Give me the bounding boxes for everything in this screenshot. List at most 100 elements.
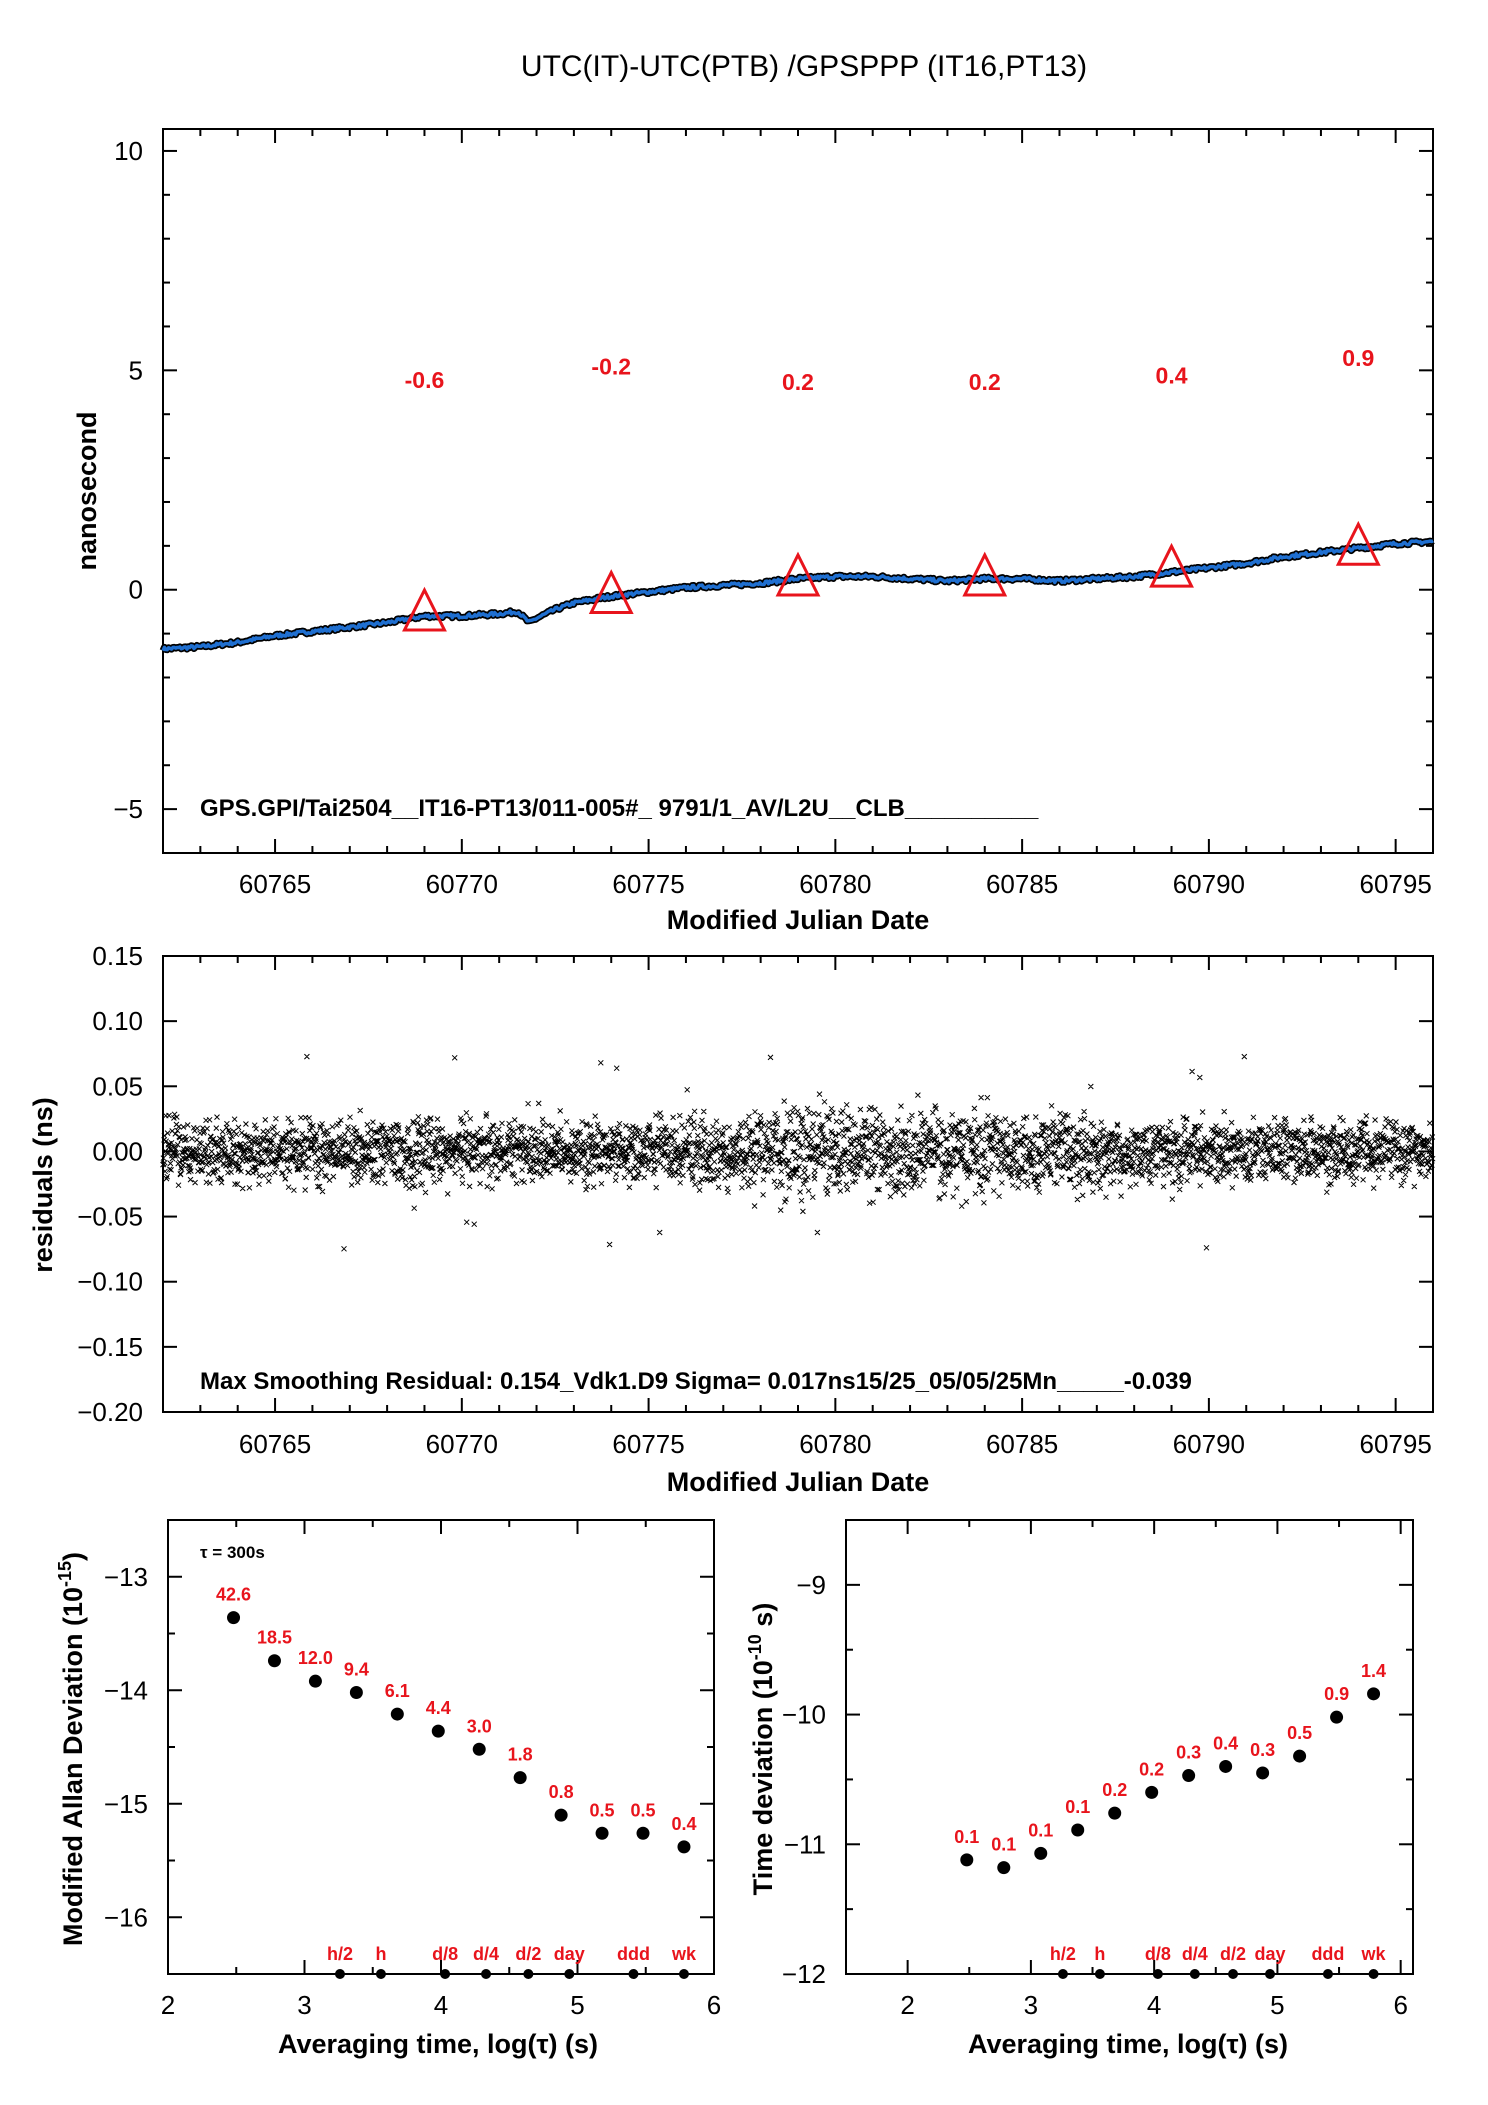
point-value-label: 6.1 — [385, 1681, 410, 1701]
point-labels: 42.6 18.5 12.0 9.4 6.1 4.4 3.0 1.8 0.8 0.5 0.5 0.4 — [216, 1585, 696, 1834]
span-marker-label: d/2 — [515, 1944, 541, 1964]
data-point — [1108, 1806, 1122, 1820]
span-marker-label: h — [375, 1944, 386, 1964]
point-value-label: 0.2 — [1139, 1759, 1164, 1779]
x-tick-label: 2 — [161, 1990, 175, 2020]
x-tick-label: 4 — [1147, 1990, 1161, 2020]
series-curve — [159, 537, 1436, 654]
span-marker-dot — [1228, 1969, 1239, 1979]
span-marker-label: h/2 — [327, 1944, 353, 1964]
data-point — [677, 1840, 691, 1854]
point-value-label: 9.4 — [344, 1660, 369, 1680]
marker-value-label: 0.2 — [969, 369, 1001, 395]
x-tick-label: 60790 — [1173, 869, 1245, 899]
x-tick-label: 60790 — [1173, 1429, 1245, 1459]
x-axis-label: Modified Julian Date — [667, 905, 930, 935]
x-tick-label: 3 — [1024, 1990, 1038, 2020]
residuals-panel: 60765 60770 60775 60780 60785 60790 60795 0.15… — [28, 941, 1436, 1497]
chart-title: UTC(IT)-UTC(PTB) /GPSPPP (IT16,PT13) — [521, 50, 1087, 83]
residual-annotation: Max Smoothing Residual: 0.154_Vdk1.D9 Si… — [200, 1368, 1192, 1395]
point-value-label: 0.8 — [549, 1782, 574, 1802]
data-point — [1293, 1749, 1307, 1763]
x-tick-label: 60785 — [986, 869, 1058, 899]
y-axis-ticks: 0.15 0.10 0.05 0.00 −0.05 −0.10 −0.15 −0.20 — [77, 941, 1433, 1427]
data-point — [595, 1826, 609, 1840]
point-value-label: 42.6 — [216, 1585, 251, 1605]
y-tick-label: 0.15 — [92, 941, 143, 971]
y-tick-label: −0.10 — [77, 1267, 143, 1297]
y-tick-label: −16 — [104, 1902, 148, 1932]
data-point — [349, 1686, 363, 1700]
span-marker-label: d/8 — [432, 1944, 458, 1964]
span-marker-label: ddd — [617, 1944, 650, 1964]
point-value-label: 0.5 — [1287, 1723, 1312, 1743]
y-tick-label: −15 — [104, 1789, 148, 1819]
data-point — [308, 1674, 322, 1688]
span-marker-label: day — [1255, 1944, 1286, 1964]
y-axis-label: nanosecond — [72, 411, 102, 570]
span-marker-dot — [1322, 1969, 1333, 1979]
triangle-marker — [402, 586, 447, 632]
x-tick-label: 3 — [297, 1990, 311, 2020]
span-marker-dot — [1368, 1969, 1379, 1979]
marker-value-label: 0.4 — [1156, 362, 1188, 388]
series-line — [161, 539, 1434, 652]
y-tick-label: 0.00 — [92, 1136, 143, 1166]
marker-value-label: -0.2 — [591, 354, 631, 380]
span-marker-label: wk — [671, 1944, 697, 1964]
data-source-annotation: GPS.GPI/Tai2504__IT16-PT13/011-005#_ 979… — [200, 795, 1039, 822]
x-tick-label: 60765 — [239, 869, 311, 899]
span-marker-dot — [1152, 1969, 1163, 1979]
span-marker-label: d/4 — [1182, 1944, 1208, 1964]
point-value-label: 0.5 — [631, 1800, 656, 1820]
y-axis-ticks: 10 5 0 −5 — [113, 136, 1433, 824]
span-marker-label: d/2 — [1220, 1944, 1246, 1964]
point-value-label: 0.1 — [1065, 1797, 1090, 1817]
triangle-marker — [1149, 542, 1194, 588]
time-deviation-panel: 2 3 4 5 6 −9 −10 −11 −12 Averaging time, log(τ)… — [745, 1519, 1414, 2059]
span-marker-dot — [375, 1969, 386, 1979]
point-value-label: 0.4 — [1213, 1733, 1238, 1753]
marker-value-label: 0.2 — [782, 369, 814, 395]
y-axis-ticks: −9 −10 −11 −12 — [782, 1519, 1413, 1989]
plot-frame — [845, 1519, 1414, 1975]
span-marker-dot — [1094, 1969, 1105, 1979]
y-tick-label: −10 — [782, 1700, 826, 1730]
span-markers: h/2 h d/8 d/4 d/2 day ddd wk — [327, 1944, 697, 1979]
span-marker-dot — [678, 1969, 689, 1979]
x-tick-label: 60795 — [1359, 869, 1431, 899]
x-tick-label: 2 — [900, 1990, 914, 2020]
x-tick-label: 4 — [434, 1990, 448, 2020]
data-point — [472, 1742, 486, 1756]
x-axis-ticks: 2 3 4 5 6 — [161, 1520, 721, 2020]
span-marker-dot — [1265, 1969, 1276, 1979]
x-tick-label: 6 — [1393, 1990, 1407, 2020]
data-point — [636, 1826, 650, 1840]
span-marker-label: h/2 — [1050, 1944, 1076, 1964]
time-difference-panel: UTC(IT)-UTC(PTB) /GPSPPP (IT16,PT13) 607… — [72, 50, 1436, 935]
point-value-label: 0.4 — [671, 1814, 696, 1834]
data-point — [1256, 1766, 1270, 1780]
point-value-label: 12.0 — [298, 1648, 333, 1668]
y-tick-label: −5 — [113, 794, 143, 824]
x-tick-label: 60775 — [612, 869, 684, 899]
x-tick-label: 60775 — [612, 1429, 684, 1459]
y-axis-ticks: −13 −14 −15 −16 — [104, 1519, 714, 1975]
span-marker-dot — [1057, 1969, 1068, 1979]
span-markers: h/2 h d/8 d/4 d/2 day ddd wk — [1050, 1944, 1387, 1979]
point-value-label: 0.1 — [954, 1827, 979, 1847]
y-tick-label: −0.05 — [77, 1202, 143, 1232]
point-value-label: 0.1 — [991, 1835, 1016, 1855]
data-point — [431, 1724, 445, 1738]
data-point — [960, 1853, 974, 1867]
allan-deviation-panel: 2 3 4 5 6 −13 −14 −15 −16 Averaging time, log(τ… — [55, 1519, 721, 2059]
point-value-label: 0.2 — [1102, 1780, 1127, 1800]
span-marker-dot — [481, 1969, 492, 1979]
residual-markers — [160, 1053, 1436, 1252]
x-tick-label: 60770 — [426, 869, 498, 899]
point-value-label: 0.1 — [1028, 1820, 1053, 1840]
x-tick-label: 60795 — [1359, 1429, 1431, 1459]
x-axis-ticks: 60765 60770 60775 60780 60785 60790 60795 — [162, 956, 1434, 1459]
point-value-label: 0.3 — [1176, 1743, 1201, 1763]
y-tick-label: −0.20 — [77, 1397, 143, 1427]
